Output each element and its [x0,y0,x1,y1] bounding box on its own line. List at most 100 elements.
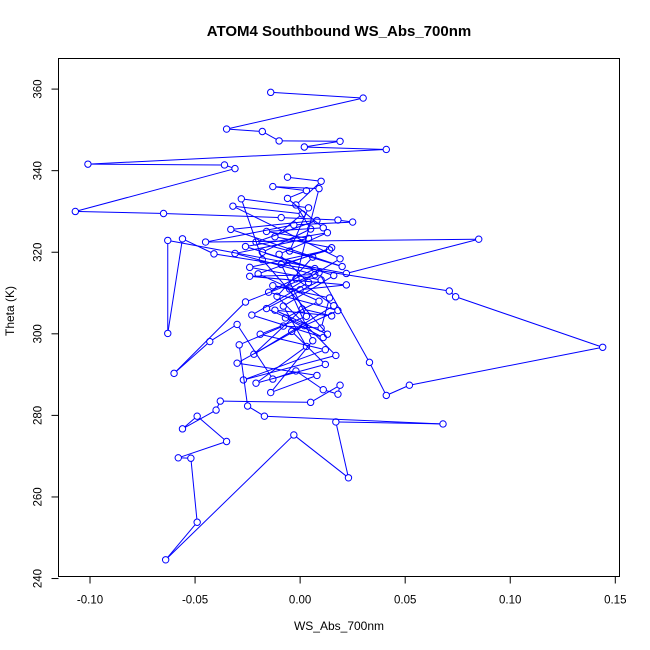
x-tick-label: -0.10 [77,595,103,607]
series-line-segment [170,240,344,274]
data-point [241,242,250,251]
data-point [174,454,182,462]
series-line-segment [277,215,301,236]
series-line-segment [326,390,336,394]
y-tick-label: 260 [33,487,45,506]
data-point [319,385,327,394]
data-point [269,281,277,290]
data-point [281,314,290,322]
series-line-segment [284,308,306,344]
data-point [227,225,235,234]
data-point [71,207,80,216]
data-point [159,209,168,218]
data-point [330,271,338,280]
x-tick-label: 0.00 [289,595,311,607]
series-line-segment [199,417,225,440]
series-line-segment [237,253,312,275]
series-line-segment [265,252,331,275]
data-point [193,412,201,420]
data-point [359,94,367,102]
series-line-segment [258,347,305,382]
series-line-segment [336,424,349,475]
data-point [290,221,298,229]
data-point [317,276,325,284]
data-point [164,236,172,245]
data-point [292,201,300,209]
data-point [334,216,342,224]
y-tick-label: 340 [33,161,45,180]
data-point [338,262,346,271]
data-point [306,225,315,233]
data-point [187,454,195,462]
series-line-segment [290,210,308,249]
data-point [206,337,214,346]
series-line-segment [281,256,307,281]
series-line-segment [175,303,244,372]
data-point [262,304,271,313]
series-line-segment [293,333,324,363]
series-line-segment [185,239,212,253]
series-line-segment [241,201,262,257]
series-line-segment [248,232,325,247]
data-point [239,376,248,384]
data-point [220,161,229,169]
data-point [317,324,325,332]
series-line-segment [273,376,315,392]
series-line-segment [269,231,306,239]
data-point [319,333,327,342]
data-point [334,390,342,398]
data-point [277,260,285,269]
data-point [321,360,330,369]
series-line-segment [252,249,327,268]
data-point [231,164,239,173]
series-line-segment [260,274,317,301]
y-tick-label: 320 [33,243,45,262]
series-line-segment [78,168,233,212]
series-line-segment [78,211,161,214]
data-point [298,305,306,313]
series-line-segment [235,207,338,258]
data-point [306,398,315,407]
data-point [241,298,250,306]
series-line-segment [264,132,277,140]
series-line-segment [254,315,321,338]
chart-title: ATOM4 Southbound WS_Abs_700nm [207,23,471,40]
data-point [275,250,283,258]
data-point [222,437,231,446]
series-line-segment [370,364,386,393]
series-line-segment [267,415,440,425]
data-point [300,143,309,151]
series-line-segment [349,239,476,274]
data-point [237,195,246,203]
series-line-segment [292,259,338,288]
data-point [264,288,273,296]
series-line-segment [275,186,304,191]
series-line-segment [184,417,196,428]
series-line-segment [176,343,208,372]
series-line-segment [212,325,235,341]
series-line-segment [244,198,306,208]
data-point [216,397,224,405]
data-point [262,227,271,236]
data-point [288,327,296,336]
series-line-segment [229,128,260,132]
data-point [334,306,342,315]
series-line-segment [458,297,600,347]
data-point [246,263,254,272]
series-line-segment [91,163,222,166]
series-line-segment [296,436,347,477]
data-point [344,474,353,482]
series-line-segment [223,400,308,403]
y-axis-label: Theta (K) [3,286,17,336]
series-line-segment [236,206,300,215]
data-point [285,247,294,255]
data-point [300,321,309,330]
data-point [342,281,351,289]
x-tick-label: 0.15 [604,595,626,607]
data-point [319,224,327,232]
series-line-segment [273,92,361,99]
series-line-segment [307,146,384,150]
series-line-segment [260,248,329,274]
series-line-segment [181,442,224,458]
data-point [170,369,178,378]
